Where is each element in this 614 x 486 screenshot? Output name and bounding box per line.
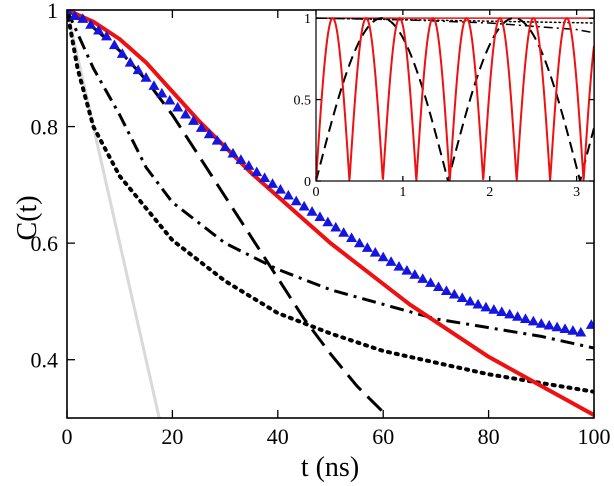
main-series xyxy=(67,10,594,418)
main-triangle-marker xyxy=(512,311,524,321)
main-triangle-marker xyxy=(346,232,358,243)
y-axis-label: C(t) xyxy=(12,195,43,240)
main-triangle-marker xyxy=(401,265,413,275)
main-triangle-marker xyxy=(543,319,555,330)
main-triangle-marker xyxy=(219,141,231,152)
main-triangle-marker xyxy=(187,115,199,125)
main-triangle-marker xyxy=(93,24,105,35)
main-triangle-marker xyxy=(267,178,279,188)
main-y-tick-label: 0.4 xyxy=(31,348,59,373)
inset-series xyxy=(316,17,594,181)
main-triangle-marker xyxy=(456,292,468,303)
main-triangle-marker xyxy=(409,269,421,279)
x-axis-label: t (ns) xyxy=(301,452,359,483)
main-triangle-marker xyxy=(361,242,373,252)
main-triangle-marker xyxy=(243,160,255,170)
main-triangle-marker xyxy=(101,30,113,41)
main-triangle-marker xyxy=(69,10,81,20)
inset-x-tick-label: 3 xyxy=(573,185,580,200)
inset-x-tick-label: 0 xyxy=(313,185,320,200)
main-series-solid-4 xyxy=(67,10,594,417)
main-triangle-marker xyxy=(314,211,326,222)
main-x-tick-label: 100 xyxy=(578,424,611,449)
main-triangle-marker xyxy=(369,246,381,257)
main-triangle-marker xyxy=(203,128,215,139)
main-triangle-marker xyxy=(85,19,97,29)
main-triangle-marker xyxy=(535,318,547,328)
main-y-tick-label: 1 xyxy=(47,0,58,23)
main-triangle-marker xyxy=(156,87,168,98)
main-triangle-marker xyxy=(496,306,508,317)
main-triangle-marker xyxy=(274,184,286,194)
main-triangle-marker xyxy=(567,325,579,335)
inset-x-tick-label: 1 xyxy=(399,185,406,200)
main-triangle-marker xyxy=(322,216,334,227)
main-triangle-marker xyxy=(425,277,437,287)
main-series-solid-0 xyxy=(67,10,161,418)
main-triangle-marker xyxy=(585,319,594,329)
main-triangle-marker xyxy=(306,206,318,216)
main-triangle-marker xyxy=(417,273,429,283)
main-triangle-marker xyxy=(472,298,484,309)
main-triangle-marker xyxy=(551,321,563,332)
main-triangle-marker xyxy=(559,323,571,333)
main-triangle-marker xyxy=(180,108,192,119)
main-triangle-marker xyxy=(330,221,342,232)
main-triangle-marker xyxy=(116,48,128,58)
main-triangle-marker xyxy=(504,308,516,319)
main-triangle-marker xyxy=(195,122,207,132)
inset-x-tick-label: 2 xyxy=(486,185,493,200)
main-x-tick-label: 20 xyxy=(161,424,183,449)
main-triangle-marker xyxy=(377,251,389,262)
inset-plot: 0 1 2 3 0 0.5 1 xyxy=(294,9,595,200)
main-x-tick-label: 80 xyxy=(478,424,500,449)
inset-series-dashed-3 xyxy=(316,17,594,181)
inset-y-tick-label: 1 xyxy=(304,12,311,27)
main-triangle-marker xyxy=(448,288,460,299)
main-triangle-marker xyxy=(259,172,271,182)
main-triangle-marker xyxy=(211,135,223,145)
inset-series-solid-4 xyxy=(316,17,594,181)
main-triangle-marker xyxy=(140,72,152,82)
main-triangle-marker xyxy=(290,195,302,206)
inset-frame xyxy=(315,9,595,182)
main-triangle-marker xyxy=(338,227,350,237)
main-triangle-marker xyxy=(385,256,397,266)
main-triangle-marker xyxy=(148,80,160,90)
main-series-dashdot-2 xyxy=(67,10,594,350)
inset-series-dashdot-2 xyxy=(316,17,594,34)
main-x-tick-label: 0 xyxy=(62,424,73,449)
main-series-dotted-1 xyxy=(67,10,594,394)
main-triangle-marker xyxy=(480,301,492,312)
main-triangle-marker xyxy=(132,64,144,75)
main-triangle-marker xyxy=(67,10,73,15)
main-triangle-marker xyxy=(433,281,445,291)
main-triangle-marker xyxy=(77,13,89,23)
main-triangle-marker xyxy=(519,313,531,324)
main-triangle-marker xyxy=(124,56,136,67)
main-triangle-marker xyxy=(353,237,365,248)
main-triangle-marker xyxy=(164,94,176,105)
main-x-tick-label: 40 xyxy=(267,424,289,449)
main-triangle-marker xyxy=(488,304,500,314)
main-triangle-marker xyxy=(575,326,587,337)
main-triangle-marker xyxy=(251,166,263,177)
main-triangle-marker xyxy=(298,200,310,211)
main-triangle-marker xyxy=(227,147,239,158)
main-series-dashed-3 xyxy=(67,10,385,414)
main-triangle-marker xyxy=(464,295,476,306)
main-triangle-marker xyxy=(235,154,247,164)
main-triangle-marker xyxy=(108,39,120,50)
main-triangle-marker xyxy=(440,285,452,296)
main-x-tick-label: 60 xyxy=(372,424,394,449)
main-triangle-marker xyxy=(282,189,294,200)
main-triangle-marker xyxy=(172,101,184,112)
main-y-tick-label: 0.8 xyxy=(31,115,59,140)
main-y-tick-label: 0.6 xyxy=(31,231,59,256)
inset-y-tick-label: 0.5 xyxy=(294,94,312,109)
main-triangle-marker xyxy=(393,260,405,271)
main-triangle-marker xyxy=(527,315,539,326)
inset-y-tick-label: 0 xyxy=(304,175,311,190)
